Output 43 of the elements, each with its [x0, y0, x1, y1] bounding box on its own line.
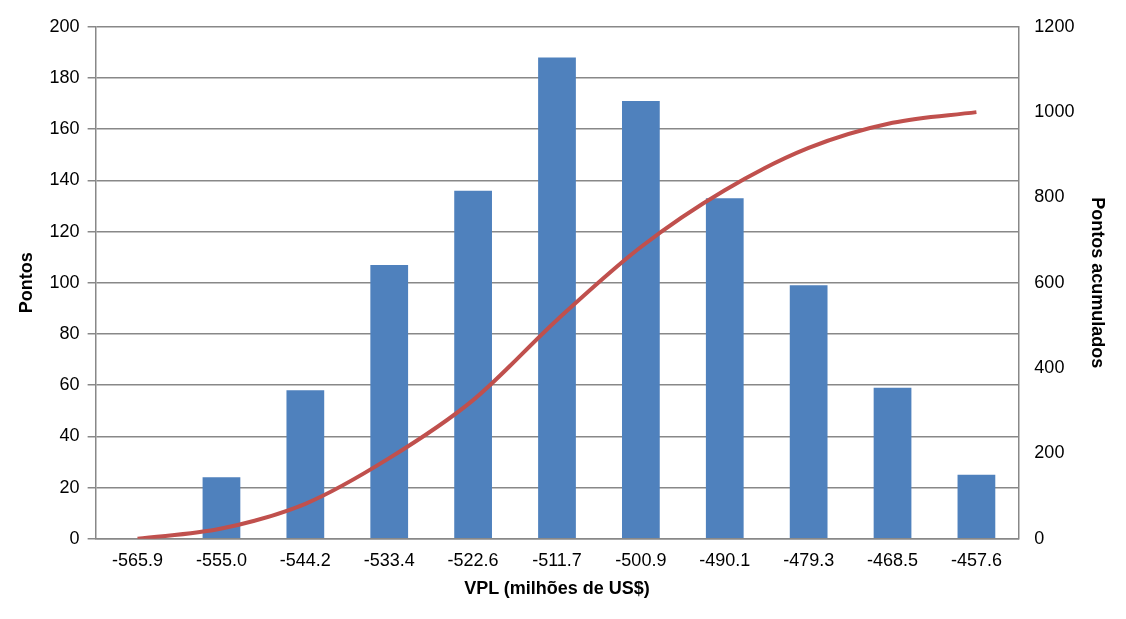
bar [286, 390, 325, 539]
x-tick-label: -533.4 [363, 549, 415, 570]
x-tick-label: -468.5 [867, 549, 919, 570]
y-tick-label: 60 [59, 374, 80, 395]
x-tick-label: -555.0 [195, 549, 247, 570]
x-tick-label: -500.9 [615, 549, 667, 570]
x-axis-title: VPL (milhões de US$) [464, 578, 650, 599]
x-tick-label: -565.9 [112, 549, 164, 570]
bar [454, 190, 492, 539]
bar [538, 57, 576, 539]
y-tick-label: 20 [59, 476, 80, 497]
bar [370, 264, 409, 539]
y-tick-label: 140 [49, 169, 80, 190]
y2-tick-label: 800 [1034, 186, 1065, 207]
bar [622, 101, 660, 539]
x-tick-label: -544.2 [279, 549, 331, 570]
y-tick-label: 200 [49, 15, 80, 36]
bar [873, 387, 912, 539]
bar [957, 474, 996, 539]
bar [202, 477, 241, 539]
y-tick-label: 100 [49, 271, 80, 292]
y2-tick-label: 400 [1034, 357, 1065, 378]
y-tick-label: 180 [49, 66, 80, 87]
y2-tick-label: 200 [1034, 442, 1065, 463]
y2-tick-label: 1200 [1034, 15, 1075, 36]
x-tick-label: -479.3 [783, 549, 835, 570]
y2-tick-label: 0 [1034, 527, 1045, 548]
bar [789, 285, 828, 539]
y-tick-label: 120 [49, 220, 80, 241]
y-tick-label: 0 [69, 527, 80, 548]
bar [705, 198, 744, 539]
x-tick-label: -511.7 [532, 549, 582, 570]
x-tick-label: -522.6 [447, 549, 499, 570]
x-tick-label: -490.1 [699, 549, 751, 570]
y2-tick-label: 600 [1034, 271, 1065, 292]
y2-tick-label: 1000 [1034, 101, 1075, 122]
y-tick-label: 40 [59, 425, 80, 446]
x-tick-label: -457.6 [950, 549, 1002, 570]
y-axis-title: Pontos [15, 252, 36, 314]
y-tick-label: 80 [59, 322, 80, 343]
y-tick-label: 160 [49, 118, 80, 139]
line-series [135, 110, 979, 539]
y2-axis-title: Pontos acumulados [1088, 197, 1109, 369]
